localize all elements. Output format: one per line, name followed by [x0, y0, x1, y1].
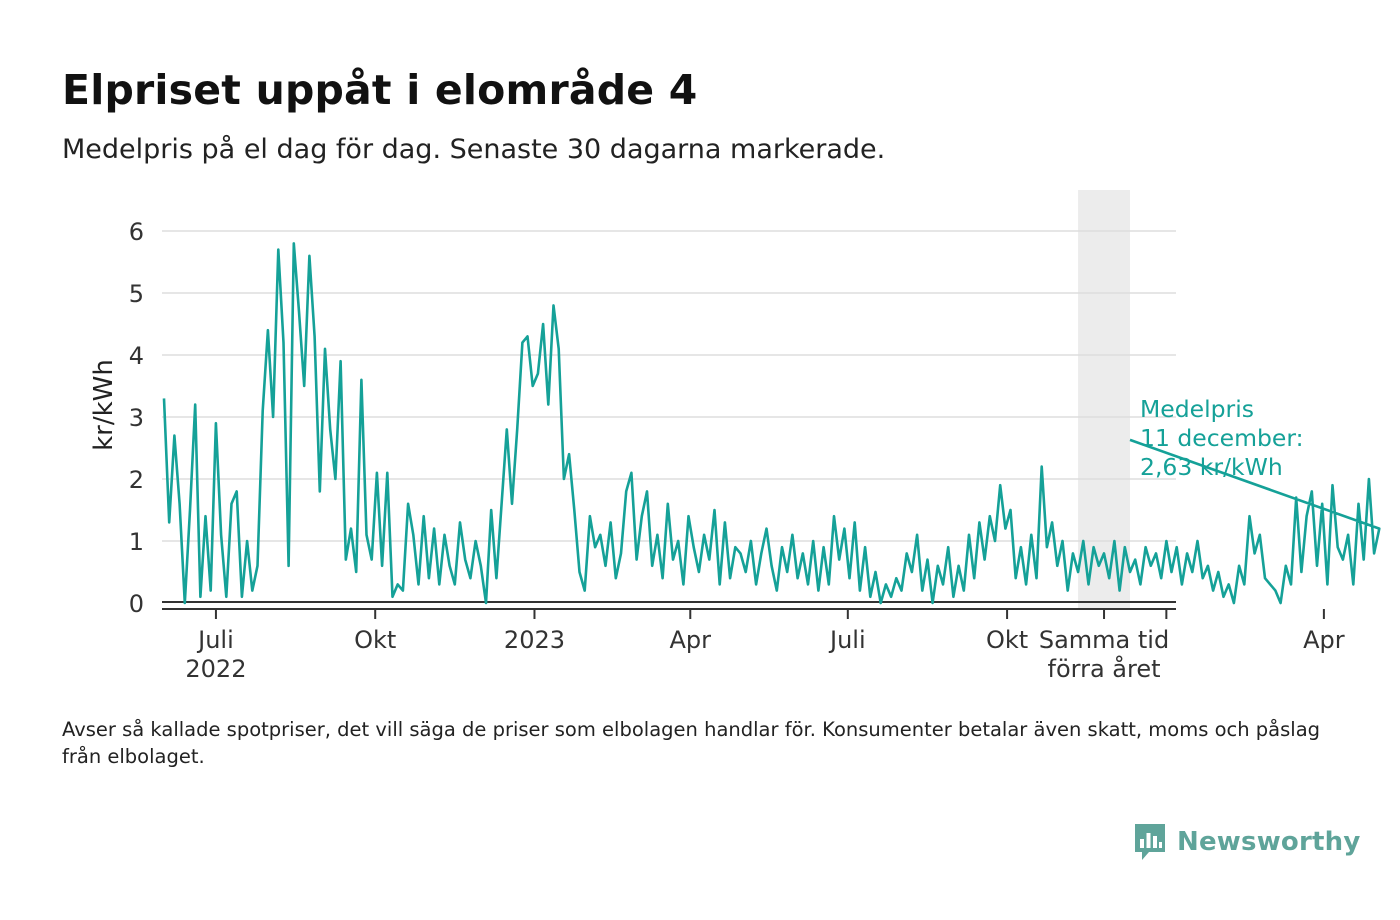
y-tick-label-1: 1	[129, 528, 144, 556]
annotation-line-1: Medelpris	[1140, 395, 1254, 423]
x-tick-label-3: 2023	[504, 626, 565, 654]
chat-bars-icon	[1135, 824, 1165, 860]
y-tick-label-3: 3	[129, 404, 144, 432]
x-tick-label-2: Okt	[354, 626, 396, 654]
gridlines	[162, 230, 1176, 542]
brand-name: Newsworthy	[1177, 827, 1361, 857]
x-tick-label-8: Apr	[1303, 626, 1345, 654]
brand-logo: Newsworthy	[1133, 820, 1360, 864]
x-tick-sublabel-1: 2022	[185, 655, 246, 683]
x-tick-label-6: Okt	[986, 626, 1028, 654]
y-axis-ticks: 0 1 2 3 4 5 6	[129, 218, 144, 618]
y-axis-label: kr/kWh	[89, 359, 119, 451]
y-tick-label-4: 4	[129, 342, 144, 370]
annotation-line-2: 11 december:	[1140, 424, 1304, 452]
price-series-line	[162, 242, 1381, 605]
y-tick-label-2: 2	[129, 466, 144, 494]
chart-title: Elpriset uppåt i elområde 4	[62, 66, 698, 114]
annotation-line-3: 2,63 kr/kWh	[1140, 453, 1283, 481]
x-axis-ticks: Juli2022Okt2023AprJuliOktAprJuliSamma ti…	[185, 609, 1345, 683]
x-tick-label-1: Juli	[196, 626, 234, 654]
x-tick-label-4: Apr	[670, 626, 712, 654]
highlight-bands	[1078, 190, 1130, 609]
y-tick-label-0: 0	[129, 590, 144, 618]
band-label-1: Samma tid	[1039, 626, 1169, 654]
band-sublabel-1: förra året	[1048, 654, 1161, 683]
y-tick-label-5: 5	[129, 280, 144, 308]
chart-subtitle: Medelpris på el dag för dag. Senaste 30 …	[62, 134, 886, 165]
y-tick-label-6: 6	[129, 218, 144, 246]
footnote: Avser så kallade spotpriser, det vill sä…	[62, 718, 1321, 768]
highlight-band-1	[1078, 190, 1130, 609]
x-tick-label-5: Juli	[828, 626, 866, 654]
